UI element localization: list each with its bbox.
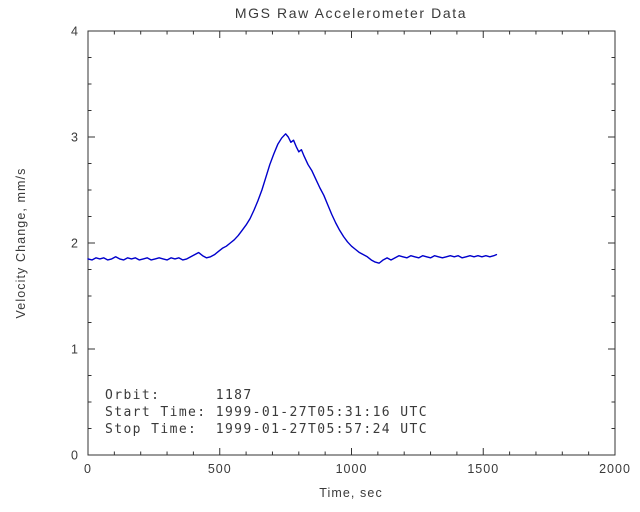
y-tick-label: 4 (71, 25, 79, 39)
annotation-start-time: Start Time: 1999-01-27T05:31:16 UTC (105, 405, 428, 420)
annotation-orbit: Orbit: 1187 (105, 388, 253, 403)
chart-title: MGS Raw Accelerometer Data (235, 5, 467, 21)
y-tick-label: 0 (71, 449, 79, 463)
x-axis-label: Time, sec (319, 486, 383, 500)
annotation-stop-time: Stop Time: 1999-01-27T05:57:24 UTC (105, 422, 428, 437)
x-tick-label: 500 (208, 462, 232, 476)
x-tick-label: 1000 (336, 462, 368, 476)
y-tick-label: 1 (71, 343, 79, 357)
x-tick-label: 2000 (599, 462, 631, 476)
annotations: Orbit: 1187 Start Time: 1999-01-27T05:31… (105, 388, 428, 437)
y-axis-label: Velocity Change, mm/s (14, 168, 28, 319)
series-line-velocity-change (87, 133, 498, 264)
y-tick-label: 2 (71, 237, 79, 251)
y-tick-label: 3 (71, 131, 79, 145)
x-tick-label: 1500 (467, 462, 499, 476)
plot-axes: 0 500 1000 1500 2000 0 1 2 3 4 (71, 25, 631, 477)
x-tick-label: 0 (84, 462, 92, 476)
data-series (87, 133, 498, 264)
